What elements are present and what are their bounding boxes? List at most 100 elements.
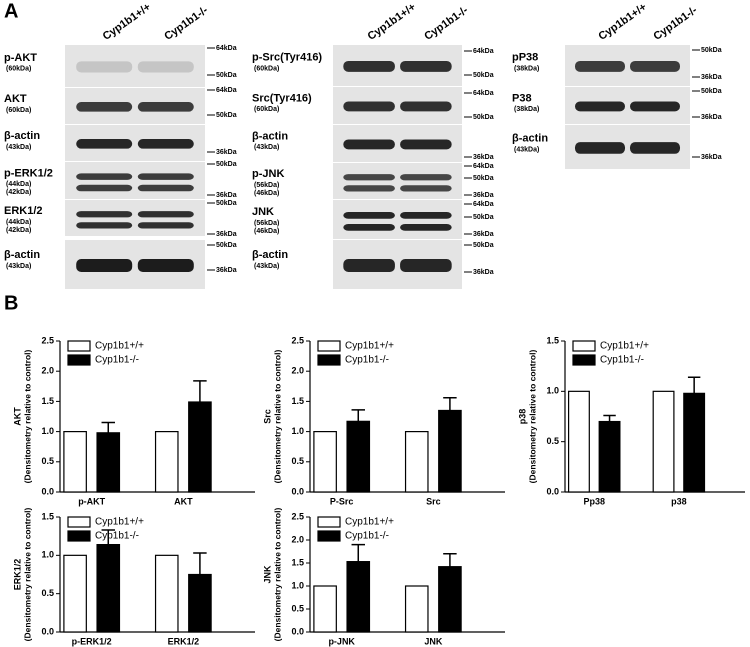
error-bar (193, 380, 207, 403)
blot-band (76, 259, 133, 272)
bar (96, 432, 121, 493)
blot-band (400, 101, 452, 112)
legend-label: Cyp1b1-/- (95, 355, 139, 366)
marker-label: 50kDa (216, 161, 237, 168)
legend-swatch (317, 340, 341, 352)
blot-band (630, 101, 680, 112)
y-tick-label: 0.5 (41, 456, 54, 466)
blot-strip (333, 200, 462, 239)
legend-swatch (572, 354, 596, 366)
bar (567, 390, 590, 493)
y-axis-label: (Densitometry relative to control) (22, 350, 32, 484)
legend-label: Cyp1b1+/+ (95, 341, 144, 352)
blot-mw: (43kDa) (514, 146, 539, 153)
bar (313, 431, 337, 493)
blot-mw: (43kDa) (6, 263, 31, 270)
blot-band (343, 212, 395, 219)
blot-mw: (42kDa) (6, 227, 31, 234)
bar (313, 585, 337, 633)
y-tick-label: 2.5 (291, 335, 304, 345)
marker-label: 50kDa (701, 88, 722, 95)
y-axis-label: (Densitometry relative to control) (272, 508, 282, 642)
blot-strip (333, 163, 462, 199)
genotype-label: Cyp1b1-/- (422, 4, 470, 43)
bar (438, 566, 462, 633)
blot-strip (65, 200, 205, 236)
blot-label: p-Src(Tyr416) (252, 52, 322, 64)
legend-swatch (317, 354, 341, 366)
blot-label: p-JNK (252, 168, 284, 180)
marker-label: 36kDa (701, 74, 722, 81)
y-tick-label: 1.0 (546, 386, 559, 396)
x-tick-label: AKT (174, 496, 193, 506)
blot-band (76, 173, 133, 180)
blot-band (400, 259, 452, 272)
y-tick-label: 0.0 (546, 486, 559, 496)
bar (154, 431, 179, 493)
marker-label: 50kDa (701, 47, 722, 54)
panel-label: B (4, 292, 18, 314)
bar (188, 573, 212, 633)
y-tick-label: 2.0 (291, 366, 304, 376)
blot-mw: (46kDa) (254, 190, 279, 197)
legend-label: Cyp1b1+/+ (345, 517, 394, 528)
legend-swatch (317, 516, 341, 528)
blot-band (343, 224, 395, 231)
blot-band (630, 142, 680, 154)
y-tick-label: 0.0 (41, 626, 54, 636)
y-tick-label: 1.0 (41, 550, 54, 560)
bar (404, 585, 429, 633)
x-tick-label: p-ERK1/2 (72, 636, 112, 646)
y-tick-label: 1.5 (41, 511, 54, 521)
marker-label: 64kDa (216, 87, 237, 94)
blot-band (137, 173, 194, 180)
blot-label: JNK (252, 206, 274, 218)
blot-band (137, 61, 194, 73)
marker-label: 36kDa (701, 154, 722, 161)
blot-band (400, 60, 452, 72)
y-axis-label: Src (262, 409, 272, 424)
marker-label: 64kDa (473, 201, 494, 208)
blot-label: β-actin (512, 132, 548, 144)
y-tick-label: 1.0 (41, 426, 54, 436)
blot-mw: (43kDa) (254, 263, 279, 270)
marker-label: 50kDa (473, 214, 494, 221)
blot-band (400, 212, 452, 219)
error-bar (443, 397, 457, 411)
legend-label: Cyp1b1+/+ (95, 517, 144, 528)
blot-mw: (46kDa) (254, 228, 279, 235)
y-tick-label: 0.0 (291, 486, 304, 496)
blot-band (137, 259, 194, 272)
blot-band (137, 211, 194, 218)
x-tick-label: P-Src (330, 496, 354, 506)
blot-label: β-actin (4, 130, 40, 142)
blot-band (400, 185, 452, 192)
blot-band (76, 102, 133, 112)
blot-band (575, 60, 625, 72)
blot-band (630, 60, 680, 72)
legend-swatch (67, 340, 91, 352)
bar (683, 392, 706, 493)
x-tick-label: p-AKT (78, 496, 105, 506)
blot-band (343, 139, 395, 150)
marker-label: 50kDa (216, 242, 237, 249)
blot-mw: (38kDa) (514, 106, 539, 113)
blot-label: Src(Tyr416) (252, 92, 312, 104)
blot-label: β-actin (4, 249, 40, 261)
blot-band (137, 184, 194, 192)
x-tick-label: Src (426, 496, 441, 506)
bar (188, 401, 212, 493)
y-tick-label: 0.0 (291, 626, 304, 636)
blot-mw: (56kDa) (254, 220, 279, 227)
bar (63, 554, 87, 633)
genotype-label: Cyp1b1+/+ (366, 1, 418, 43)
y-tick-label: 0.5 (546, 436, 559, 446)
marker-label: 36kDa (473, 269, 494, 276)
y-tick-label: 1.5 (546, 335, 559, 345)
error-bar (193, 552, 207, 575)
genotype-label: Cyp1b1+/+ (597, 1, 649, 43)
legend-swatch (67, 530, 91, 542)
marker-label: 36kDa (701, 114, 722, 121)
blot-mw: (56kDa) (254, 182, 279, 189)
